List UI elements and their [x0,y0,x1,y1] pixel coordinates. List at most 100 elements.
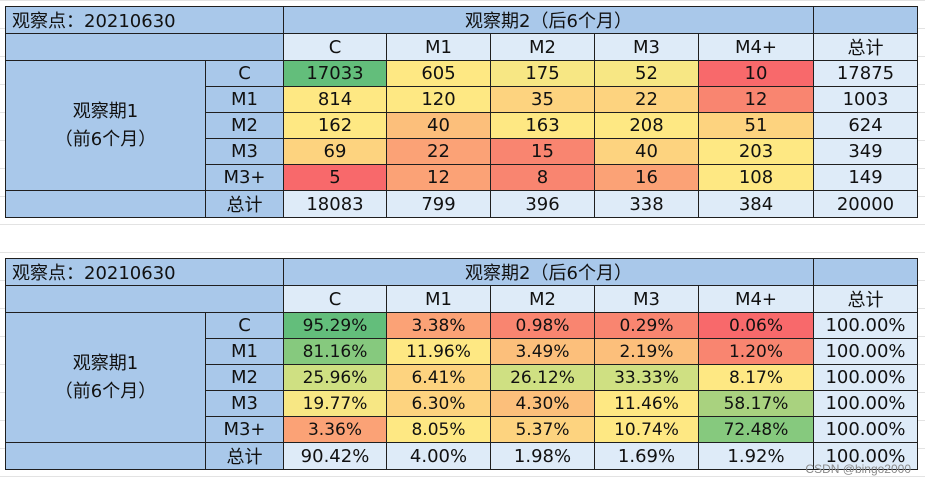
row-label-total: 总计 [205,442,284,470]
data-cell: 163 [490,112,595,139]
data-cell: 0.06% [698,312,814,339]
row-total-cell: 17875 [813,60,918,87]
data-cell: 8 [490,164,595,191]
data-cell: 17033 [283,60,387,87]
data-cell: 26.12% [490,364,595,391]
column-total-cell: 90.42% [283,442,387,470]
column-header-total: 总计 [813,285,918,313]
data-cell: 6.41% [386,364,491,391]
row-label-c: C [205,312,284,339]
row-label-m2: M2 [205,364,284,391]
data-cell: 81.16% [283,338,387,365]
data-cell: 2.19% [594,338,699,365]
row-total-cell: 149 [813,164,918,191]
data-cell: 16 [594,164,699,191]
row-total-cell: 1003 [813,86,918,113]
data-cell: 6.30% [386,390,491,417]
row-label-m2: M2 [205,112,284,139]
data-cell: 108 [698,164,814,191]
row-group-title: 观察期1 （前6个月） [5,60,206,191]
data-cell: 175 [490,60,595,87]
row-total-cell: 349 [813,138,918,165]
data-cell: 10.74% [594,416,699,443]
column-total-cell: 4.00% [386,442,491,470]
data-cell: 5 [283,164,387,191]
column-total-cell: 384 [698,190,814,218]
column-total-cell: 1.98% [490,442,595,470]
header-blank-cell [5,285,284,313]
data-cell: 11.46% [594,390,699,417]
header-blank-cell [813,6,918,34]
column-total-cell: 18083 [283,190,387,218]
column-group-title: 观察期2（后6个月） [283,258,814,286]
row-total-cell: 624 [813,112,918,139]
column-total-cell: 1.92% [698,442,814,470]
table-total-row: 总计 18083 799 396 338 384 20000 [5,190,918,218]
data-cell: 72.48% [698,416,814,443]
column-header-c: C [283,33,387,61]
data-cell: 69 [283,138,387,165]
total-row-blank-cell [5,190,206,218]
row-total-cell: 100.00% [813,390,918,417]
data-cell: 51 [698,112,814,139]
grand-total-cell: 100.00% [813,442,918,470]
observation-point-label: 观察点：20210630 [5,258,284,286]
column-header-m3: M3 [594,285,699,313]
column-header-m2: M2 [490,33,595,61]
column-header-total: 总计 [813,33,918,61]
data-cell: 25.96% [283,364,387,391]
table-row: M2 25.96% 6.41% 26.12% 33.33% 8.17% 100.… [6,364,918,391]
data-cell: 95.29% [283,312,387,339]
data-cell: 605 [386,60,491,87]
header-blank-cell [5,33,284,61]
row-group-title-line1: 观察期1 [72,352,139,374]
row-total-cell: 100.00% [813,312,918,339]
row-label-m3: M3 [205,138,284,165]
data-cell: 19.77% [283,390,387,417]
column-header-m1: M1 [386,285,491,313]
row-label-m1: M1 [205,86,284,113]
row-group-title-line2: （前6个月） [54,128,157,150]
column-header-c: C [283,285,387,313]
row-total-cell: 100.00% [813,416,918,443]
table-row: 观察期1 （前6个月） C 95.29% 3.38% 0.98% 0.29% 0.… [5,312,918,443]
watermark: CSDN @bingo2000 [805,462,911,476]
data-cell: 0.98% [490,312,595,339]
table-row: M1 81.16% 11.96% 3.49% 2.19% 1.20% 100.0… [6,338,918,365]
data-cell: 33.33% [594,364,699,391]
column-total-cell: 338 [594,190,699,218]
column-header-m4plus: M4+ [698,285,814,313]
column-total-cell: 1.69% [594,442,699,470]
data-cell: 8.17% [698,364,814,391]
row-label-m3plus: M3+ [205,164,284,191]
data-cell: 3.36% [283,416,387,443]
observation-point-label: 观察点：20210630 [5,6,284,34]
data-cell: 22 [594,86,699,113]
transition-count-table: 观察点：20210630 观察期2（后6个月） C M1 M2 M3 M4+ 总… [5,6,918,218]
data-cell: 58.17% [698,390,814,417]
data-cell: 12 [698,86,814,113]
row-label-m3: M3 [205,390,284,417]
table-row: 观察期1 （前6个月） C 17033 605 175 52 10 17875 [5,60,918,191]
table-row: M1 814 120 35 22 12 1003 [6,86,918,113]
column-header-m3: M3 [594,33,699,61]
data-cell: 0.29% [594,312,699,339]
row-group-title-line2: （前6个月） [54,380,157,402]
data-cell: 22 [386,138,491,165]
row-total-cell: 100.00% [813,338,918,365]
data-cell: 10 [698,60,814,87]
data-cell: 4.30% [490,390,595,417]
data-cell: 5.37% [490,416,595,443]
column-header-m4plus: M4+ [698,33,814,61]
column-total-cell: 396 [490,190,595,218]
data-cell: 40 [386,112,491,139]
row-label-total: 总计 [205,190,284,218]
row-label-m1: M1 [205,338,284,365]
data-cell: 11.96% [386,338,491,365]
data-cell: 40 [594,138,699,165]
data-cell: 12 [386,164,491,191]
table-total-row: 总计 90.42% 4.00% 1.98% 1.69% 1.92% 100.00… [5,442,918,470]
data-cell: 35 [490,86,595,113]
data-cell: 814 [283,86,387,113]
data-cell: 203 [698,138,814,165]
